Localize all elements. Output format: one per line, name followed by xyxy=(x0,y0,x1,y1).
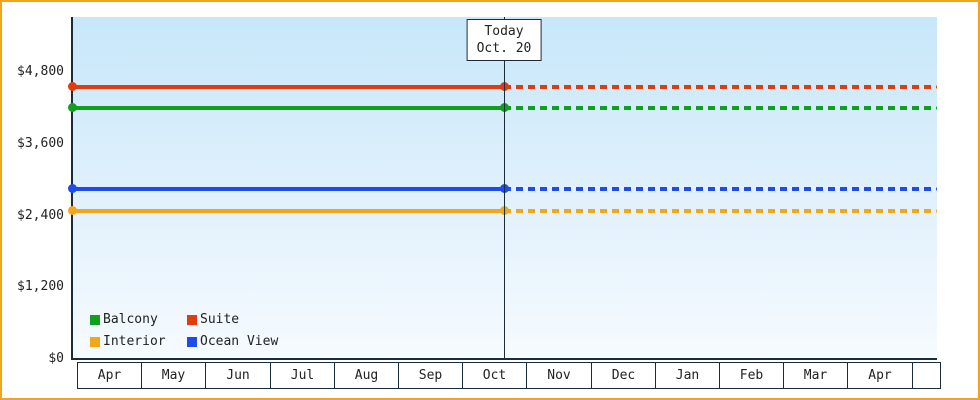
x-tick-month-jun-2: Jun xyxy=(205,362,271,389)
legend-label: Interior xyxy=(103,334,166,349)
legend-label: Ocean View xyxy=(200,334,279,349)
y-tick-label: $3,600 xyxy=(17,135,64,151)
x-tick-month-sep-5: Sep xyxy=(398,362,463,389)
series-line-future-ocean-view xyxy=(504,186,937,191)
x-tick-month-feb-10: Feb xyxy=(719,362,784,389)
x-tick-month-dec-8: Dec xyxy=(591,362,656,389)
legend-item-ocean-view: Ocean View xyxy=(187,334,278,349)
x-tick-month-may-1: May xyxy=(141,362,206,389)
legend-swatch-interior xyxy=(90,336,100,347)
y-tick-label: $4,800 xyxy=(17,64,64,79)
x-tick-month-jul-3: Jul xyxy=(270,362,335,389)
series-point-balcony xyxy=(67,103,77,113)
x-tick-month-oct-6: Oct xyxy=(462,362,527,389)
series-line-future-interior xyxy=(504,208,937,213)
series-line-past-interior xyxy=(72,208,504,213)
y-tick-label: $0 xyxy=(48,351,64,366)
today-label: Today xyxy=(484,24,524,39)
series-point-ocean-view xyxy=(67,184,77,194)
x-tick-month-apr-0: Apr xyxy=(77,362,142,389)
x-tick-month-aug-4: Aug xyxy=(334,362,399,389)
legend-item-interior: Interior xyxy=(90,334,187,349)
legend-item-suite: Suite xyxy=(187,312,278,327)
x-axis xyxy=(71,358,937,360)
x-tick-month-jan-9: Jan xyxy=(655,362,720,389)
x-tick-empty xyxy=(912,362,941,389)
legend-label: Suite xyxy=(200,312,240,327)
legend-swatch-ocean-view xyxy=(187,336,197,347)
legend-swatch-balcony xyxy=(90,314,100,325)
today-marker-line xyxy=(504,17,505,359)
series-point-suite xyxy=(67,82,77,92)
series-line-past-ocean-view xyxy=(72,186,504,191)
legend: Balcony Suite Interior Ocean View xyxy=(90,312,278,349)
y-tick-label: $1,200 xyxy=(17,279,64,295)
y-tick-label: $2,400 xyxy=(17,207,64,223)
legend-label: Balcony xyxy=(103,312,158,327)
series-line-future-suite xyxy=(504,84,937,89)
series-line-past-balcony xyxy=(72,105,504,110)
today-label-box: Today Oct. 20 xyxy=(466,19,542,61)
series-line-future-balcony xyxy=(504,105,937,110)
x-tick-month-nov-7: Nov xyxy=(526,362,592,389)
series-line-past-suite xyxy=(72,84,504,89)
legend-swatch-suite xyxy=(187,314,197,325)
today-date: Oct. 20 xyxy=(476,41,532,56)
series-point-interior xyxy=(67,206,77,216)
x-tick-month-mar-11: Mar xyxy=(783,362,848,389)
x-tick-month-apr-12: Apr xyxy=(847,362,913,389)
legend-item-balcony: Balcony xyxy=(90,312,187,327)
